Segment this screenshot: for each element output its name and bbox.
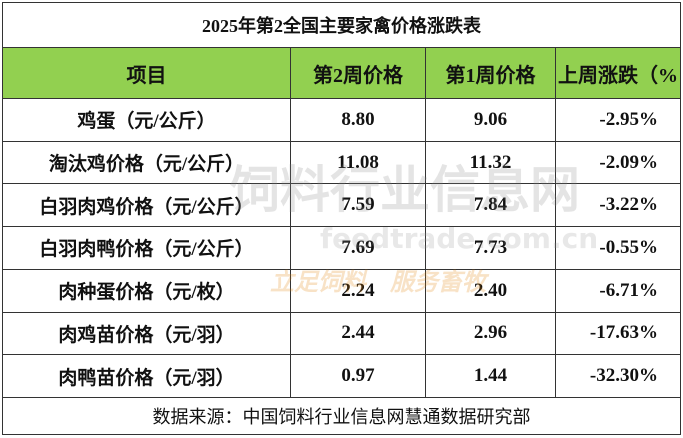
value-cell: 7.59: [290, 183, 426, 228]
value-cell: 11.32: [425, 140, 556, 185]
data-row: 肉鸭苗价格（元/羽） 0.97 1.44 -32.30%: [2, 354, 681, 398]
value-cell: 7.69: [290, 226, 426, 270]
value-cell: 7.73: [425, 226, 556, 270]
header-cell: 项目: [2, 47, 291, 99]
data-row: 白羽肉鸡价格（元/公斤） 7.59 7.84 -3.22%: [2, 183, 681, 228]
header-cell: 第2周价格: [290, 47, 426, 99]
header-cell: 第1周价格: [425, 47, 556, 99]
value-cell: -3.22%: [555, 183, 681, 228]
header-row: 项目 第2周价格 第1周价格 上周涨跌（%: [2, 47, 681, 99]
value-cell: 0.97: [290, 354, 426, 398]
data-row: 肉鸡苗价格（元/羽） 2.44 2.96 -17.63%: [2, 311, 681, 356]
item-cell: 鸡蛋（元/公斤）: [2, 98, 291, 142]
value-cell: -2.09%: [555, 140, 681, 185]
item-cell: 淘汰鸡价格（元/公斤）: [2, 140, 291, 185]
data-row: 白羽肉鸭价格（元/公斤） 7.69 7.73 -0.55%: [2, 226, 681, 270]
data-row: 淘汰鸡价格（元/公斤） 11.08 11.32 -2.09%: [2, 140, 681, 185]
value-cell: 7.84: [425, 183, 556, 228]
value-cell: 9.06: [425, 98, 556, 142]
item-cell: 肉鸭苗价格（元/羽）: [2, 354, 291, 398]
item-cell: 白羽肉鸭价格（元/公斤）: [2, 226, 291, 270]
footer-note: 数据来源：中国饲料行业信息网慧通数据研究部: [2, 397, 681, 435]
header-cell: 上周涨跌（%: [555, 47, 681, 99]
value-cell: 11.08: [290, 140, 426, 185]
data-row: 鸡蛋（元/公斤） 8.80 9.06 -2.95%: [2, 98, 681, 142]
title-row: 2025年第2全国主要家禽价格涨跌表: [2, 2, 681, 48]
value-cell: -6.71%: [555, 268, 681, 313]
value-cell: 2.40: [425, 268, 556, 313]
value-cell: 2.24: [290, 268, 426, 313]
footer-row: 数据来源：中国饲料行业信息网慧通数据研究部: [2, 397, 681, 435]
value-cell: 8.80: [290, 98, 426, 142]
value-cell: -32.30%: [555, 354, 681, 398]
table-title: 2025年第2全国主要家禽价格涨跌表: [2, 2, 681, 48]
value-cell: -2.95%: [555, 98, 681, 142]
item-cell: 白羽肉鸡价格（元/公斤）: [2, 183, 291, 228]
value-cell: 2.96: [425, 311, 556, 356]
value-cell: -17.63%: [555, 311, 681, 356]
value-cell: 2.44: [290, 311, 426, 356]
item-cell: 肉种蛋价格（元/枚）: [2, 268, 291, 313]
item-cell: 肉鸡苗价格（元/羽）: [2, 311, 291, 356]
value-cell: -0.55%: [555, 226, 681, 270]
data-row: 肉种蛋价格（元/枚） 2.24 2.40 -6.71%: [2, 268, 681, 313]
value-cell: 1.44: [425, 354, 556, 398]
